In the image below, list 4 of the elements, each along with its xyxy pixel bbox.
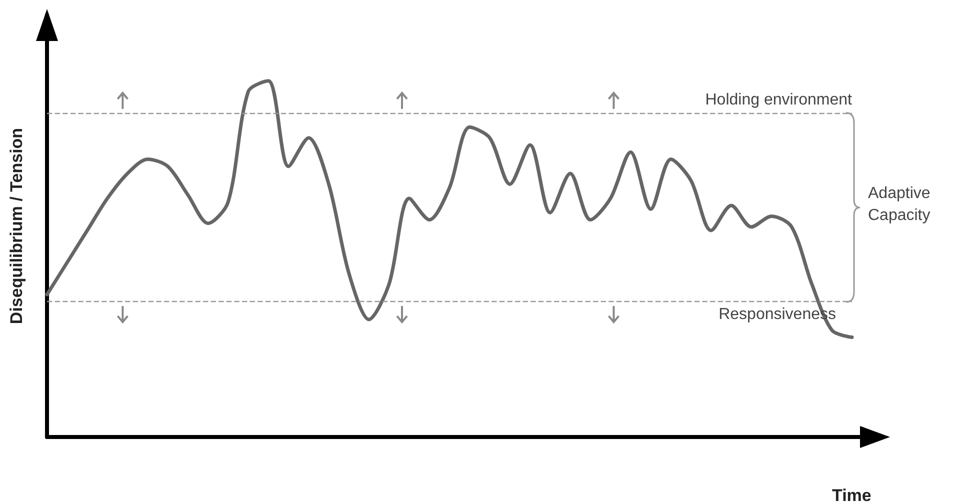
text: Adaptive Capacity [868,184,932,226]
x-axis-title: Time [832,486,872,504]
ref-line-label: Holding environment [705,91,853,108]
y-axis-title: Disequilibrium / Tension [7,128,26,324]
